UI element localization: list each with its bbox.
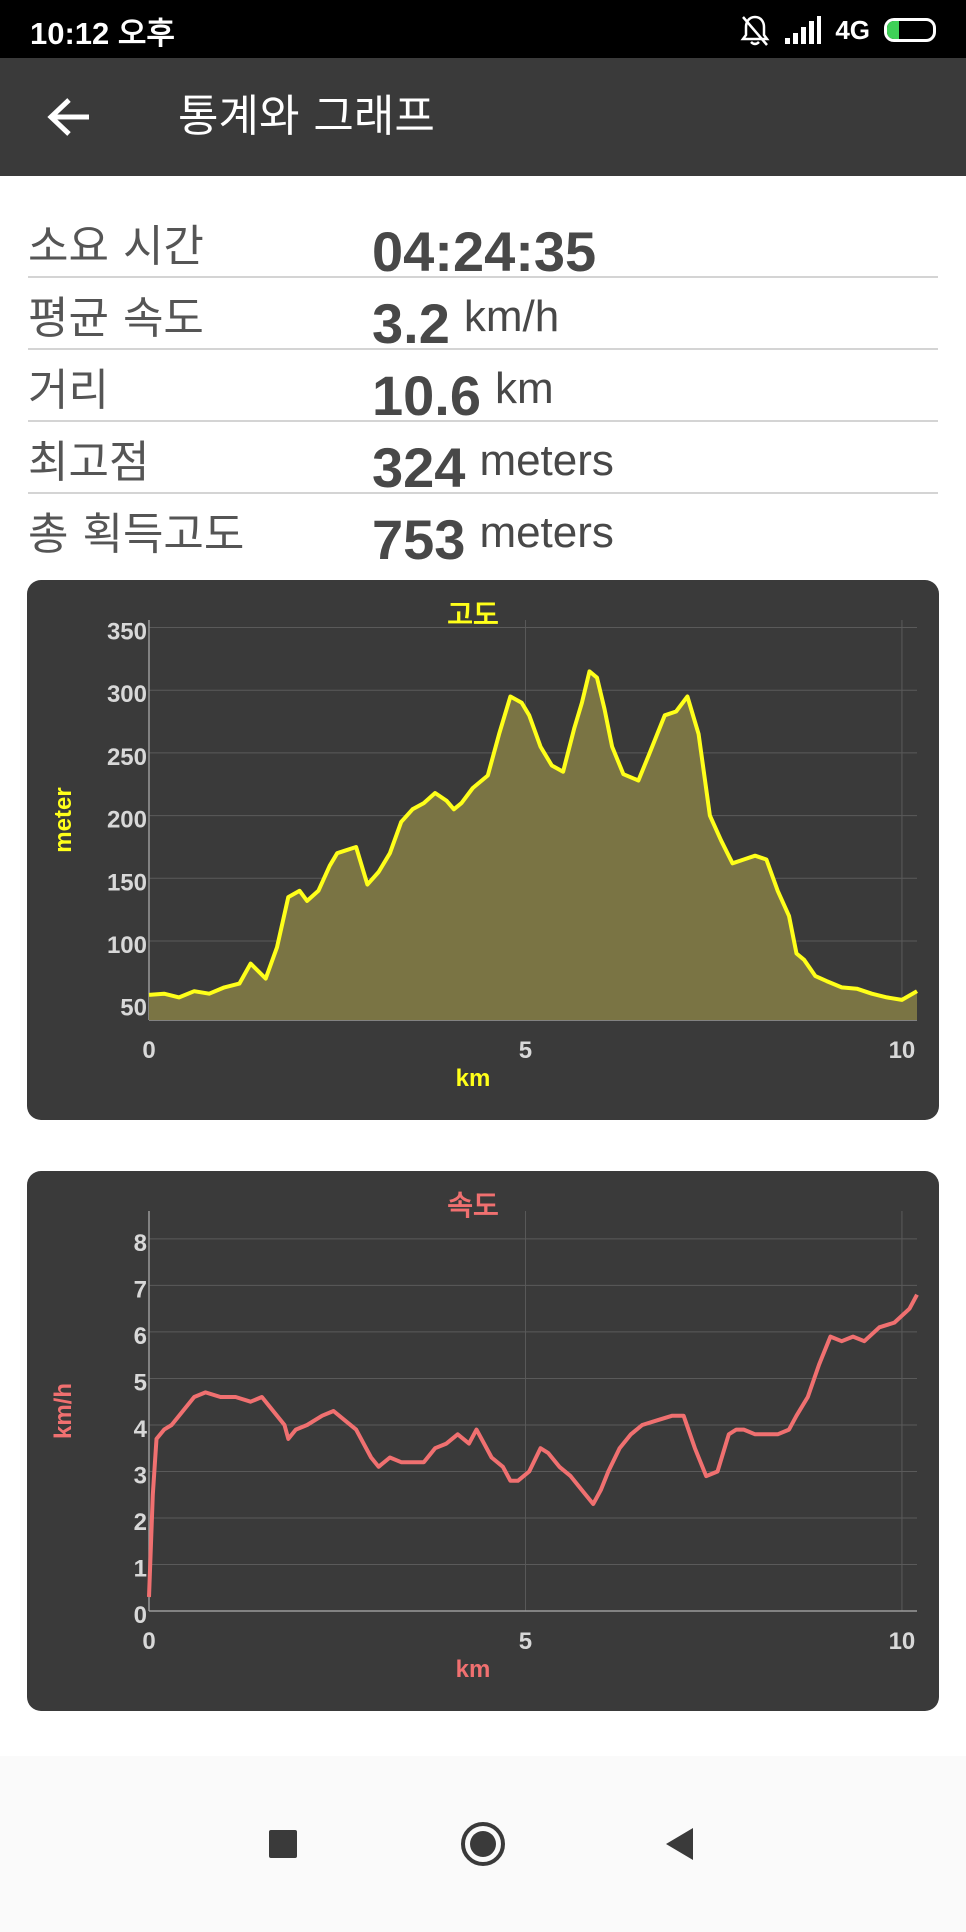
status-bar: 10:12 오후 4G 27	[0, 0, 966, 58]
x-axis-label: km	[456, 1656, 491, 1683]
arrow-left-icon	[47, 98, 89, 136]
y-tick-label: 150	[107, 869, 147, 896]
stat-label: 소요 시간	[28, 221, 204, 272]
bell-muted-icon	[740, 15, 770, 46]
square-icon	[269, 1830, 297, 1858]
stat-unit: meters	[479, 436, 614, 485]
y-tick-label: 50	[120, 995, 147, 1022]
y-tick-label: 3	[134, 1462, 147, 1489]
y-tick-label: 250	[107, 744, 147, 771]
stat-row-distance: 거리 10.6 km	[28, 350, 938, 427]
y-tick-label: 5	[134, 1369, 147, 1396]
stat-row-duration: 소요 시간 04:24:35	[28, 206, 938, 283]
y-tick-label: 0	[134, 1602, 147, 1629]
home-button[interactable]	[443, 1811, 523, 1877]
page-title: 통계와 그래프	[178, 91, 435, 142]
back-nav-button[interactable]	[640, 1811, 720, 1877]
chart-title: 속도	[447, 1189, 499, 1222]
battery-level: 27	[899, 19, 921, 39]
x-tick-label: 10	[889, 1037, 916, 1064]
stat-label: 최고점	[28, 437, 150, 488]
signal-icon	[785, 16, 822, 44]
stat-value: 3.2	[372, 292, 450, 355]
stat-label: 평균 속도	[28, 293, 204, 344]
content-area: 소요 시간 04:24:35 평균 속도 3.2 km/h 거리 10.6 km 최…	[0, 176, 966, 1756]
network-type: 4G	[835, 14, 870, 45]
status-time: 10:12 오후	[30, 16, 175, 51]
x-axis-label: km	[456, 1065, 491, 1092]
stat-unit: km/h	[463, 292, 560, 341]
speed-chart: 0 1 2 3 4 5 6 7 8 0 5 10 속도 km km/h	[50, 1189, 919, 1683]
y-axis-label: km/h	[50, 1383, 77, 1439]
elevation-chart-card: 50 100 150 200 250 300 350 0 5 10 고도 km meter	[27, 580, 939, 1120]
chart-title: 고도	[447, 598, 499, 631]
y-tick-label: 7	[134, 1276, 147, 1303]
y-axis-label: meter	[50, 787, 77, 852]
system-nav-bar	[0, 1756, 966, 1932]
series-line	[147, 1293, 919, 1598]
stat-value: 04:24:35	[372, 220, 597, 283]
elevation-chart: 50 100 150 200 250 300 350 0 5 10 고도 km meter	[50, 598, 918, 1092]
y-tick-label: 2	[134, 1509, 147, 1536]
y-tick-label: 350	[107, 619, 147, 646]
x-tick-label: 0	[142, 1037, 155, 1064]
stat-value: 324	[372, 436, 466, 499]
stat-row-max-elevation: 최고점 324 meters	[28, 422, 938, 499]
y-tick-label: 200	[107, 807, 147, 834]
back-button[interactable]	[34, 88, 104, 146]
status-icons: 4G 27	[739, 10, 936, 50]
stat-value: 753	[372, 508, 466, 571]
circle-icon	[461, 1822, 505, 1866]
speed-chart-card: 0 1 2 3 4 5 6 7 8 0 5 10 속도 km km/h	[27, 1171, 939, 1711]
recents-button[interactable]	[243, 1811, 323, 1877]
stat-value: 10.6	[372, 364, 481, 427]
y-tick-label: 8	[134, 1230, 147, 1257]
series-line	[148, 669, 918, 1002]
stat-label: 총 획득고도	[28, 509, 245, 560]
stat-row-avg-speed: 평균 속도 3.2 km/h	[28, 278, 938, 355]
x-tick-label: 10	[889, 1628, 916, 1655]
y-tick-label: 1	[134, 1555, 147, 1582]
app-bar: 통계와 그래프	[0, 58, 966, 176]
y-tick-label: 100	[107, 932, 147, 959]
battery-icon: 27	[884, 18, 936, 42]
y-tick-label: 4	[134, 1416, 148, 1443]
stat-unit: km	[495, 364, 554, 413]
stats-table: 소요 시간 04:24:35 평균 속도 3.2 km/h 거리 10.6 km 최…	[28, 206, 938, 571]
stat-row-total-gain: 총 획득고도 753 meters	[28, 494, 938, 571]
y-tick-label: 300	[107, 681, 147, 708]
x-tick-label: 5	[519, 1628, 532, 1655]
stat-label: 거리	[28, 365, 109, 416]
series-area	[149, 671, 917, 1020]
triangle-back-icon	[666, 1828, 693, 1860]
x-tick-label: 5	[519, 1037, 532, 1064]
x-tick-label: 0	[142, 1628, 155, 1655]
stat-unit: meters	[479, 508, 614, 557]
y-tick-label: 6	[134, 1323, 147, 1350]
